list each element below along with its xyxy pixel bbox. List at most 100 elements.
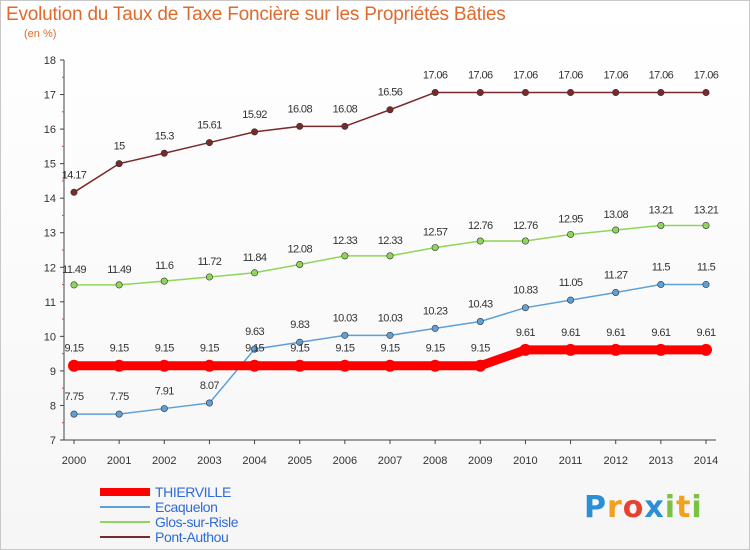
x-tick-label: 2007 — [378, 455, 402, 467]
data-label: 9.15 — [110, 343, 129, 355]
data-point — [654, 343, 667, 356]
x-tick-label: 2000 — [62, 455, 86, 467]
y-tick-label: 15 — [44, 159, 56, 171]
data-label: 11.49 — [107, 264, 131, 276]
logo-letter: o — [622, 490, 645, 525]
data-label: 9.63 — [245, 326, 264, 338]
y-tick-label: 14 — [44, 193, 56, 205]
data-label: 8.07 — [200, 380, 219, 392]
data-label: 17.06 — [513, 69, 538, 81]
logo-letter: r — [607, 490, 623, 525]
data-point — [205, 139, 213, 147]
data-point — [338, 359, 351, 372]
x-tick-label: 2001 — [107, 455, 131, 467]
data-label: 12.76 — [513, 220, 538, 232]
data-label: 9.15 — [155, 343, 174, 355]
data-label: 16.56 — [378, 87, 403, 99]
data-point — [386, 252, 394, 260]
data-label: 17.06 — [423, 69, 448, 81]
x-tick-label: 2010 — [513, 455, 537, 467]
data-label: 12.08 — [287, 244, 312, 256]
data-point — [203, 359, 216, 372]
x-tick-label: 2006 — [333, 455, 357, 467]
data-point — [657, 281, 665, 289]
data-label: 7.91 — [155, 386, 174, 398]
data-point — [296, 122, 304, 130]
data-label: 9.15 — [290, 343, 309, 355]
data-label: 14.17 — [62, 169, 87, 181]
data-point — [612, 226, 620, 234]
logo-letter: i — [691, 490, 703, 525]
data-point — [702, 221, 710, 229]
data-label: 13.21 — [694, 204, 719, 216]
data-label: 17.06 — [694, 69, 719, 81]
data-point — [519, 343, 532, 356]
data-label: 9.61 — [606, 327, 625, 339]
data-point — [115, 160, 123, 168]
data-label: 17.06 — [649, 69, 674, 81]
data-point — [115, 281, 123, 289]
data-label: 10.03 — [378, 312, 403, 324]
logo-letter: P — [584, 490, 607, 525]
data-label: 9.15 — [245, 343, 264, 355]
data-label: 9.15 — [426, 343, 445, 355]
y-tick-label: 13 — [44, 228, 56, 240]
data-point — [657, 88, 665, 96]
data-label: 9.61 — [516, 327, 535, 339]
data-point — [476, 237, 484, 245]
data-label: 7.75 — [64, 391, 83, 403]
data-label: 7.75 — [110, 391, 129, 403]
data-point — [429, 359, 442, 372]
data-label: 9.15 — [64, 343, 83, 355]
legend-label: Glos-sur-Risle — [155, 514, 239, 530]
x-tick-label: 2013 — [649, 455, 673, 467]
data-label: 10.83 — [513, 285, 538, 297]
data-point — [205, 273, 213, 281]
chart-title: Evolution du Taux de Taxe Foncière sur l… — [6, 4, 506, 25]
data-label: 15.92 — [242, 109, 267, 121]
data-point — [386, 331, 394, 339]
data-point — [564, 343, 577, 356]
data-label: 15 — [114, 141, 126, 153]
data-label: 12.76 — [468, 220, 493, 232]
y-tick-label: 18 — [44, 55, 56, 67]
data-point — [567, 296, 575, 304]
logo-letter: x — [644, 490, 665, 525]
data-point — [567, 230, 575, 238]
data-point — [431, 88, 439, 96]
data-point — [251, 269, 259, 277]
y-tick-label: 11 — [45, 297, 56, 309]
data-point — [251, 345, 259, 353]
data-point — [251, 128, 259, 136]
data-label: 10.23 — [423, 305, 448, 317]
data-point — [70, 281, 78, 289]
data-label: 11.6 — [155, 260, 174, 272]
data-point — [609, 343, 622, 356]
logo-letter: t — [676, 490, 692, 525]
data-label: 9.15 — [200, 343, 219, 355]
data-label: 17.06 — [468, 69, 493, 81]
data-label: 10.03 — [333, 312, 358, 324]
data-point — [341, 122, 349, 130]
data-point — [296, 338, 304, 346]
data-label: 17.06 — [558, 69, 583, 81]
data-point — [70, 410, 78, 418]
data-label: 9.15 — [380, 343, 399, 355]
data-point — [68, 359, 80, 372]
data-label: 17.06 — [603, 69, 628, 81]
data-point — [70, 188, 78, 196]
x-tick-label: 2002 — [152, 455, 176, 467]
data-label: 9.61 — [696, 327, 715, 339]
data-point — [521, 237, 529, 245]
legend-label: Ecaquelon — [155, 499, 218, 515]
data-label: 13.21 — [649, 204, 674, 216]
data-point — [205, 399, 213, 407]
data-label: 11.49 — [62, 264, 86, 276]
data-point — [160, 277, 168, 285]
data-label: 12.57 — [423, 227, 448, 239]
data-point — [521, 88, 529, 96]
x-tick-label: 2011 — [559, 455, 583, 467]
data-label: 10.43 — [468, 299, 493, 311]
data-point — [384, 359, 396, 372]
